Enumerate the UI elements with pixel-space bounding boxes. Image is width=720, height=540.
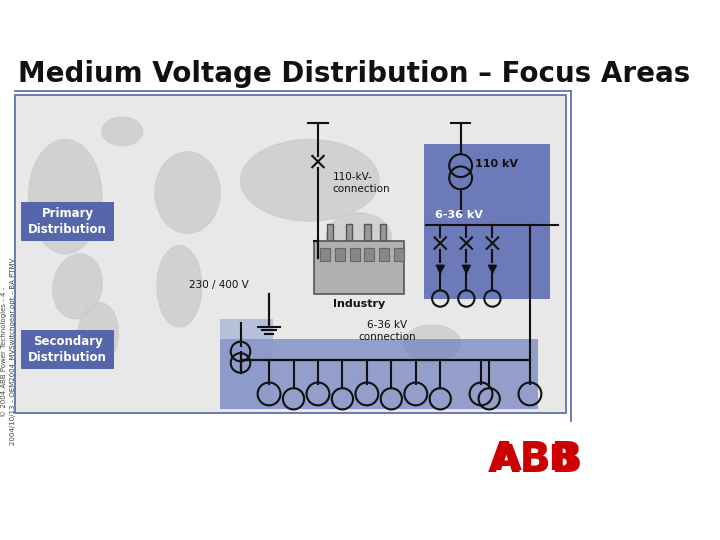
Ellipse shape	[404, 325, 461, 362]
Text: 110 kV: 110 kV	[475, 159, 518, 169]
Text: 6-36 kV: 6-36 kV	[435, 211, 482, 220]
Text: ABB: ABB	[494, 443, 577, 477]
Text: © 2004 ABB Power Technologies - 4 -
2004/10/13 – OEM2004_MVSwitchgear.ppt – BA P: © 2004 ABB Power Technologies - 4 - 2004…	[0, 258, 16, 445]
FancyBboxPatch shape	[14, 94, 566, 413]
FancyBboxPatch shape	[346, 224, 352, 241]
FancyBboxPatch shape	[21, 329, 114, 369]
FancyBboxPatch shape	[220, 319, 273, 409]
Ellipse shape	[102, 117, 143, 146]
Ellipse shape	[155, 152, 220, 233]
Text: Secondary
Distribution: Secondary Distribution	[28, 335, 107, 363]
Polygon shape	[436, 265, 444, 273]
FancyBboxPatch shape	[364, 224, 371, 241]
FancyBboxPatch shape	[327, 224, 333, 241]
FancyBboxPatch shape	[394, 248, 404, 261]
Ellipse shape	[29, 139, 102, 254]
FancyBboxPatch shape	[21, 201, 114, 241]
FancyBboxPatch shape	[335, 248, 345, 261]
FancyBboxPatch shape	[350, 248, 359, 261]
Ellipse shape	[326, 213, 392, 262]
FancyBboxPatch shape	[314, 241, 404, 294]
Ellipse shape	[53, 254, 102, 319]
FancyBboxPatch shape	[220, 339, 538, 409]
Polygon shape	[488, 265, 496, 273]
Text: 230 / 400 V: 230 / 400 V	[189, 280, 248, 289]
FancyBboxPatch shape	[380, 224, 387, 241]
Text: Primary
Distribution: Primary Distribution	[28, 207, 107, 235]
Text: 6-36 kV
connection: 6-36 kV connection	[359, 320, 416, 342]
Text: 110-kV-
connection: 110-kV- connection	[333, 172, 390, 193]
Text: ABB: ABB	[487, 439, 583, 481]
Text: Medium Voltage Distribution – Focus Areas: Medium Voltage Distribution – Focus Area…	[18, 60, 690, 89]
FancyBboxPatch shape	[364, 248, 374, 261]
Ellipse shape	[157, 246, 202, 327]
FancyBboxPatch shape	[379, 248, 389, 261]
FancyBboxPatch shape	[320, 248, 330, 261]
Text: Industry: Industry	[333, 299, 385, 309]
FancyBboxPatch shape	[424, 144, 550, 299]
Ellipse shape	[77, 303, 118, 368]
Polygon shape	[462, 265, 470, 273]
Ellipse shape	[240, 139, 379, 221]
